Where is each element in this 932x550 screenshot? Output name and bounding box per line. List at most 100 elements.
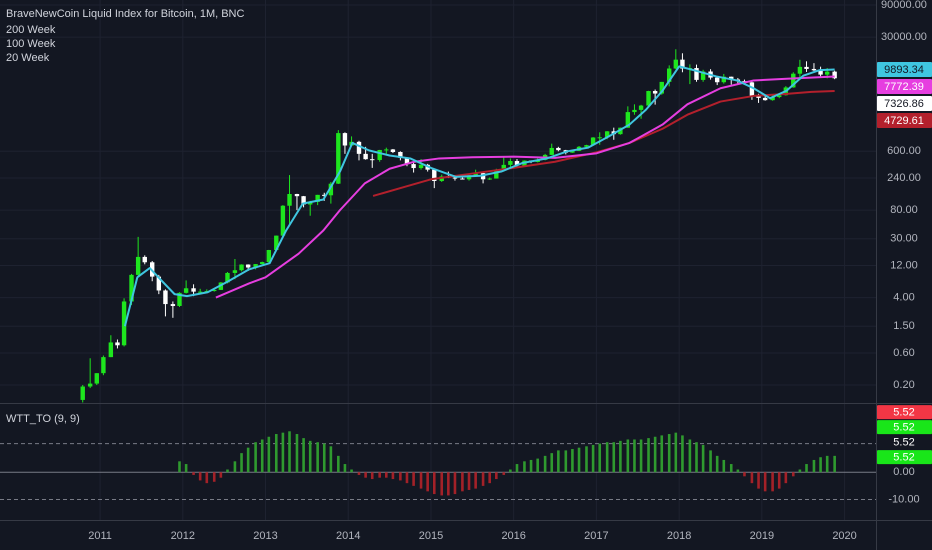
candle-body <box>356 141 362 154</box>
candle-body <box>756 95 761 98</box>
y-tick-label: 0.20 <box>893 379 914 391</box>
y-tick-label: 0.60 <box>893 347 914 359</box>
x-tick-label: 2017 <box>584 530 608 542</box>
candle-body <box>170 304 176 306</box>
y-tick-label: 4.00 <box>893 291 914 303</box>
candle-body <box>183 288 189 293</box>
histogram-bar <box>240 453 243 473</box>
histogram-bar <box>295 434 299 473</box>
histogram-bar <box>709 450 712 473</box>
x-tick-label: 2019 <box>750 530 774 542</box>
legend: BraveNewCoin Liquid Index for Bitcoin, 1… <box>6 8 244 425</box>
histogram-bar <box>419 472 423 489</box>
candle-body <box>342 133 348 146</box>
candle-body <box>597 137 602 139</box>
histogram-bar <box>357 472 361 475</box>
histogram-bar <box>184 464 188 473</box>
candle-body <box>363 153 368 160</box>
candle-body <box>101 357 106 374</box>
histogram-bar <box>461 472 464 492</box>
candle-body <box>197 291 203 293</box>
price-tag <box>877 112 932 128</box>
histogram-bar <box>571 449 574 473</box>
histogram-bar <box>812 459 816 473</box>
histogram-bar <box>729 464 733 473</box>
candle-body <box>121 301 127 346</box>
histogram-bar <box>619 440 622 473</box>
candle-body <box>115 342 120 346</box>
candle-body <box>370 159 375 161</box>
candle-body <box>108 342 114 358</box>
candle-body <box>729 76 734 80</box>
candle-body <box>177 292 182 306</box>
y-tick-label: 600.00 <box>887 145 921 157</box>
candle-body <box>818 70 823 75</box>
candle-body <box>377 149 382 160</box>
histogram-bar <box>674 432 678 473</box>
histogram-bar <box>399 472 402 481</box>
candle-body <box>700 71 706 80</box>
indicator-tag-label: 5.52 <box>893 422 914 434</box>
histogram-bar <box>308 440 312 473</box>
x-tick-label: 2018 <box>667 530 691 542</box>
candle-body <box>584 145 589 147</box>
histogram-bar <box>743 472 746 477</box>
candle-body <box>804 66 809 69</box>
legend-entry: 200 Week <box>6 24 56 36</box>
candle-body <box>570 150 575 153</box>
price-tag-label: 7772.39 <box>884 81 924 93</box>
histogram-bar <box>598 443 602 473</box>
histogram-bar <box>715 455 719 473</box>
histogram-bar <box>515 464 519 473</box>
histogram-bar <box>440 472 444 496</box>
histogram-bar <box>557 450 560 473</box>
candle-body <box>811 68 817 71</box>
candle-body <box>625 112 631 128</box>
candle-body <box>556 147 561 151</box>
price-tag-label: 7326.86 <box>884 98 924 110</box>
histogram-bar <box>681 435 684 473</box>
candle-body <box>473 173 478 176</box>
candle-body <box>328 183 334 196</box>
candle-body <box>791 73 796 88</box>
moving-average-line <box>123 65 835 327</box>
y-tick-label: 1.50 <box>893 320 914 332</box>
histogram-bar <box>819 457 822 473</box>
histogram-bar <box>550 453 554 473</box>
y-tick-label: 12.00 <box>890 259 918 271</box>
histogram-bar <box>647 438 650 473</box>
histogram-bar <box>639 439 643 473</box>
indicator-pane <box>0 431 876 501</box>
candle-body <box>652 91 658 94</box>
x-tick-label: 2015 <box>419 530 443 542</box>
x-tick-label: 2011 <box>88 530 112 542</box>
histogram-bar <box>502 472 506 475</box>
y-tick-label: 30000.00 <box>881 31 927 43</box>
histogram-bar <box>736 469 740 473</box>
histogram-bar <box>246 447 250 473</box>
candle-body <box>646 91 651 106</box>
histogram-bar <box>750 472 754 484</box>
candle-body <box>239 264 244 271</box>
histogram-bar <box>467 472 471 490</box>
price-tag-label: 4729.61 <box>884 115 924 127</box>
candle-body <box>514 161 520 166</box>
y-tick-label: 30.00 <box>890 233 918 245</box>
histogram-bar <box>212 472 216 482</box>
histogram-bar <box>488 472 491 484</box>
histogram-bar <box>426 472 429 492</box>
y-tick-label: -10.00 <box>888 493 919 505</box>
histogram-bar <box>267 436 271 473</box>
x-tick-label: 2012 <box>171 530 195 542</box>
candle-body <box>832 71 837 79</box>
candle-body <box>163 290 168 305</box>
histogram-bar <box>198 472 202 481</box>
candle-body <box>549 147 554 155</box>
y-tick-label: 90000.00 <box>881 0 927 11</box>
price-pane <box>80 49 837 403</box>
indicator-tag <box>877 420 932 435</box>
histogram-bar <box>495 472 498 480</box>
histogram-bar <box>791 472 795 477</box>
histogram-bar <box>364 472 367 478</box>
histogram-bar <box>509 469 512 473</box>
